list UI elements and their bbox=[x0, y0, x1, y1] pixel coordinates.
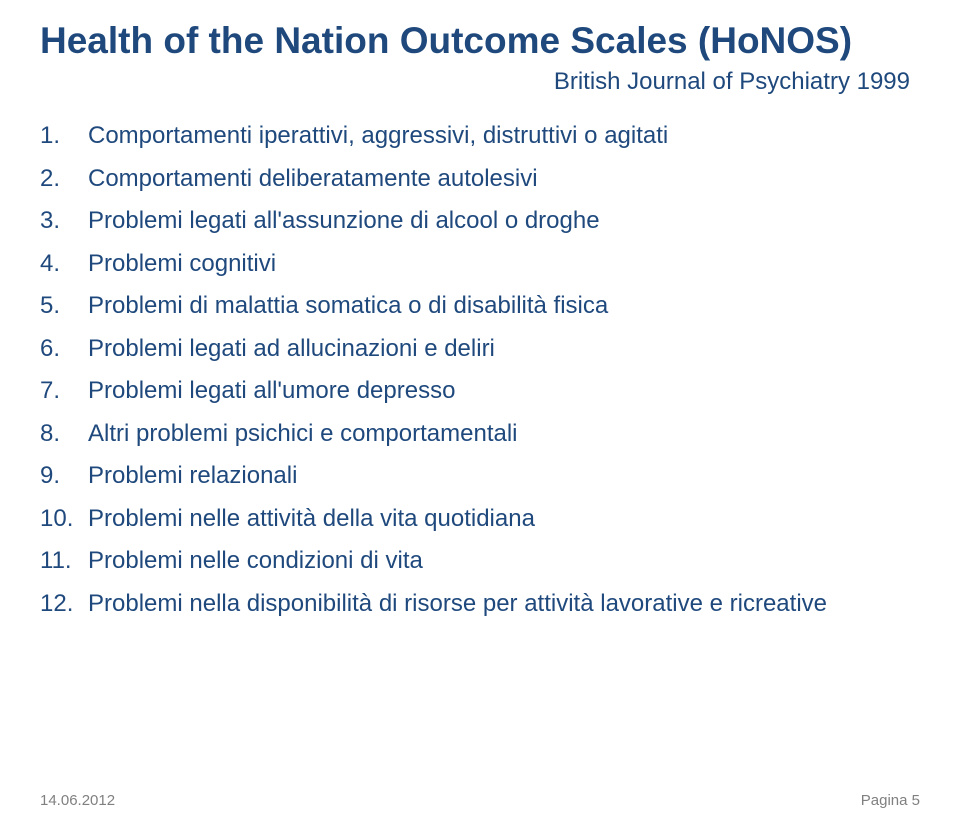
item-number: 3. bbox=[40, 209, 88, 233]
item-text: Problemi di malattia somatica o di disab… bbox=[88, 294, 608, 318]
honos-list: 1.Comportamenti iperattivi, aggressivi, … bbox=[40, 124, 920, 634]
list-item: 2.Comportamenti deliberatamente autolesi… bbox=[40, 167, 920, 191]
item-number: 10. bbox=[40, 507, 88, 531]
list-item: 3.Problemi legati all'assunzione di alco… bbox=[40, 209, 920, 233]
item-number: 4. bbox=[40, 252, 88, 276]
item-text: Problemi nelle attività della vita quoti… bbox=[88, 507, 535, 531]
item-number: 5. bbox=[40, 294, 88, 318]
list-item: 12.Problemi nella disponibilità di risor… bbox=[40, 592, 920, 616]
item-number: 8. bbox=[40, 422, 88, 446]
footer: 14.06.2012 Pagina 5 bbox=[40, 792, 920, 809]
item-text: Altri problemi psichici e comportamental… bbox=[88, 422, 518, 446]
list-item: 6.Problemi legati ad allucinazioni e del… bbox=[40, 337, 920, 361]
item-text: Problemi nelle condizioni di vita bbox=[88, 549, 423, 573]
item-number: 11. bbox=[40, 549, 88, 573]
item-number: 12. bbox=[40, 592, 88, 616]
list-item: 8.Altri problemi psichici e comportament… bbox=[40, 422, 920, 446]
page-title: Health of the Nation Outcome Scales (HoN… bbox=[40, 18, 920, 64]
item-text: Comportamenti deliberatamente autolesivi bbox=[88, 167, 538, 191]
slide-page: Health of the Nation Outcome Scales (HoN… bbox=[0, 0, 960, 817]
item-number: 7. bbox=[40, 379, 88, 403]
item-text: Problemi cognitivi bbox=[88, 252, 276, 276]
item-text: Problemi nella disponibilità di risorse … bbox=[88, 592, 827, 616]
item-text: Problemi legati ad allucinazioni e delir… bbox=[88, 337, 495, 361]
list-item: 10.Problemi nelle attività della vita qu… bbox=[40, 507, 920, 531]
item-number: 9. bbox=[40, 464, 88, 488]
item-number: 6. bbox=[40, 337, 88, 361]
list-item: 1.Comportamenti iperattivi, aggressivi, … bbox=[40, 124, 920, 148]
footer-date: 14.06.2012 bbox=[40, 792, 115, 809]
item-text: Problemi relazionali bbox=[88, 464, 297, 488]
item-text: Problemi legati all'umore depresso bbox=[88, 379, 455, 403]
page-subtitle: British Journal of Psychiatry 1999 bbox=[40, 68, 920, 96]
list-item: 4.Problemi cognitivi bbox=[40, 252, 920, 276]
footer-page: Pagina 5 bbox=[861, 792, 920, 809]
item-number: 2. bbox=[40, 167, 88, 191]
list-item: 5.Problemi di malattia somatica o di dis… bbox=[40, 294, 920, 318]
item-number: 1. bbox=[40, 124, 88, 148]
list-item: 9.Problemi relazionali bbox=[40, 464, 920, 488]
list-item: 11.Problemi nelle condizioni di vita bbox=[40, 549, 920, 573]
list-item: 7.Problemi legati all'umore depresso bbox=[40, 379, 920, 403]
item-text: Comportamenti iperattivi, aggressivi, di… bbox=[88, 124, 668, 148]
item-text: Problemi legati all'assunzione di alcool… bbox=[88, 209, 600, 233]
